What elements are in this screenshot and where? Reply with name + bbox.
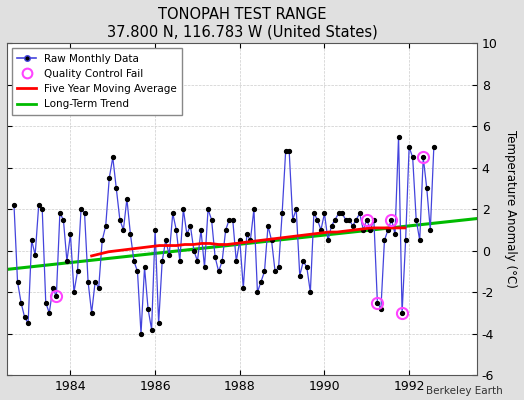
Title: TONOPAH TEST RANGE
37.800 N, 116.783 W (United States): TONOPAH TEST RANGE 37.800 N, 116.783 W (… [106,7,377,39]
Text: Berkeley Earth: Berkeley Earth [427,386,503,396]
Y-axis label: Temperature Anomaly (°C): Temperature Anomaly (°C) [504,130,517,288]
Legend: Raw Monthly Data, Quality Control Fail, Five Year Moving Average, Long-Term Tren: Raw Monthly Data, Quality Control Fail, … [12,48,182,114]
